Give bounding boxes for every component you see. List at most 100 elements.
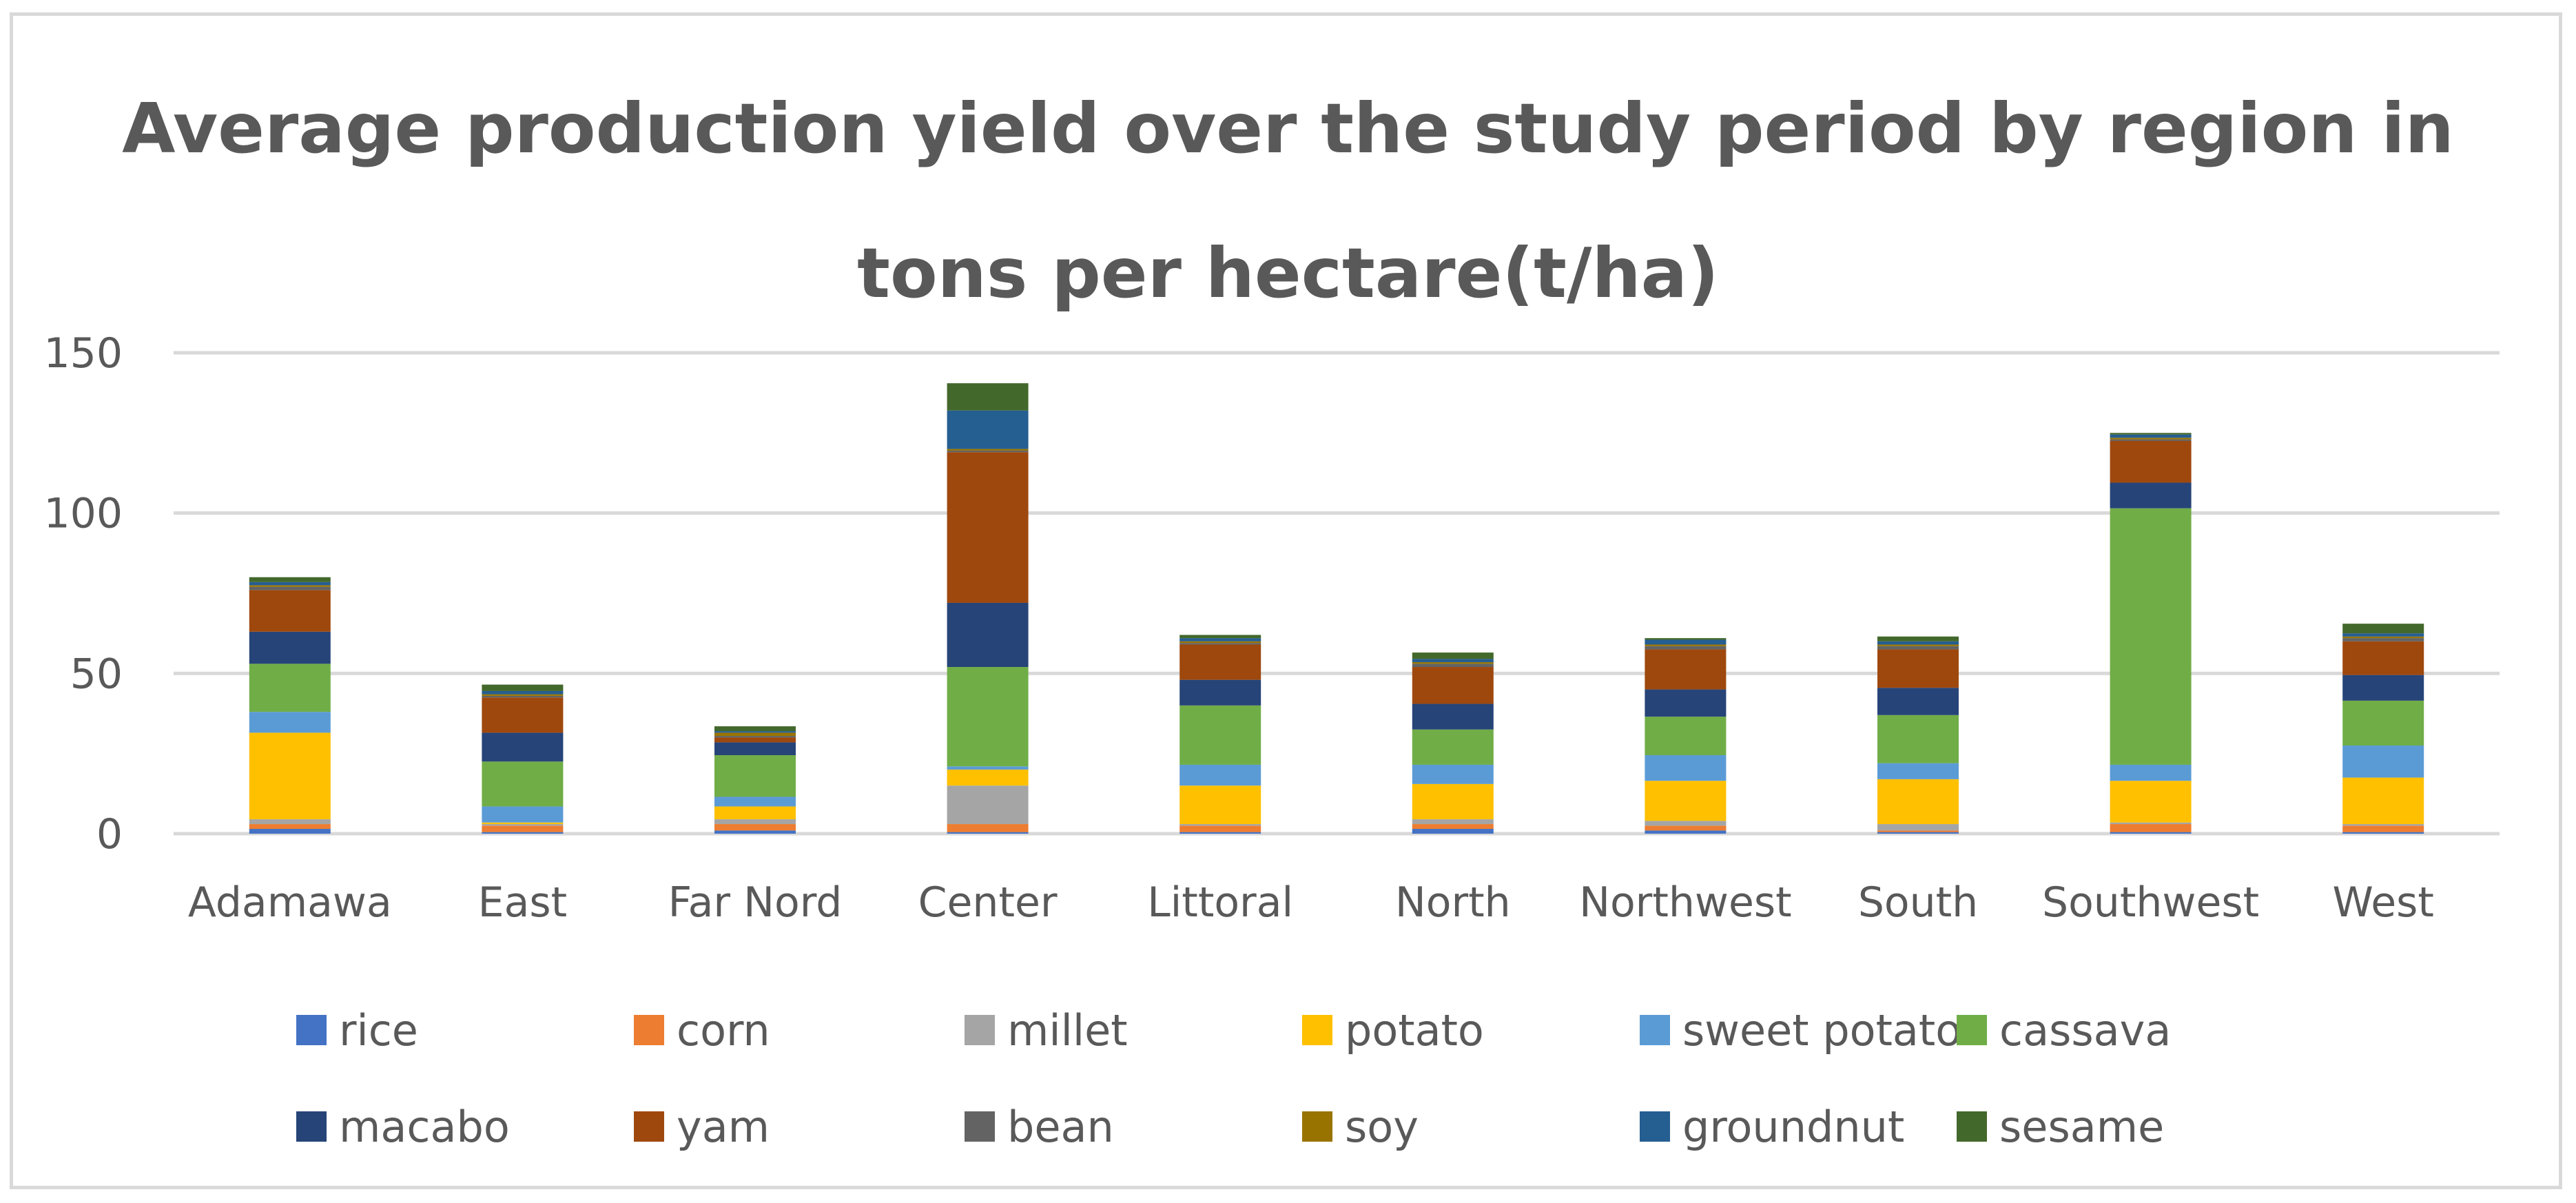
bar-segment-soy-west: [2342, 636, 2424, 639]
legend-item: corn: [634, 1005, 770, 1056]
bar-segment-millet-littoral: [1179, 824, 1261, 826]
bar-segment-yam-northwest: [1645, 649, 1727, 690]
bar-segment-sesame-far-nord: [714, 726, 796, 732]
bar-segment-millet-south: [1877, 824, 1959, 831]
bar-segment-rice-southwest: [2110, 832, 2192, 834]
bar-segment-groundnut-south: [1877, 641, 1959, 645]
bar-segment-sesame-center: [947, 383, 1029, 411]
y-tick-label: 100: [43, 490, 123, 538]
bar-segment-bean-south: [1877, 646, 1959, 650]
bar-segment-potato-southwest: [2110, 781, 2192, 823]
bar-segment-soy-east: [482, 694, 564, 696]
bar-segment-yam-north: [1412, 667, 1494, 704]
bar-segment-groundnut-far-nord: [714, 731, 796, 733]
x-axis-ticks: Adamawa East Far Nord Center Littoral North No…: [188, 878, 2434, 927]
x-tick-label: Center: [918, 878, 1058, 927]
x-tick-label: Adamawa: [188, 878, 392, 927]
bar-segment-yam-west: [2342, 641, 2424, 675]
bar-segment-potato-adamawa: [249, 732, 331, 820]
bar-segment-potato-west: [2342, 777, 2424, 825]
x-tick-label: Far Nord: [668, 878, 843, 927]
chart-title: Average production yield over the study …: [0, 56, 2576, 346]
bar-segment-millet-adamawa: [249, 819, 331, 825]
legend-item: bean: [965, 1101, 1114, 1152]
bar-segment-millet-southwest: [2110, 822, 2192, 825]
bar-segment-bean-far-nord: [714, 736, 796, 738]
legend-label: bean: [1007, 1101, 1114, 1152]
bar-segment-sweet-potato-west: [2342, 746, 2424, 778]
bar-segment-corn-littoral: [1179, 825, 1261, 832]
bar-segment-rice-north: [1412, 829, 1494, 834]
bar-segment-rice-adamawa: [249, 829, 331, 834]
bar-segment-millet-east: [482, 824, 564, 826]
legend-swatch: [634, 1111, 664, 1142]
bar-segment-bean-adamawa: [249, 586, 331, 590]
bar-segment-yam-east: [482, 697, 564, 733]
bar-segment-cassava-west: [2342, 700, 2424, 746]
legend-item: rice: [296, 1005, 418, 1056]
bar-segment-potato-far-nord: [714, 806, 796, 820]
bar-segment-groundnut-center: [947, 410, 1029, 449]
bar-segment-corn-west: [2342, 825, 2424, 832]
x-tick-label: South: [1858, 878, 1978, 927]
bar-segment-groundnut-west: [2342, 633, 2424, 637]
legend-swatch: [1302, 1015, 1332, 1045]
bar-segment-macabo-adamawa: [249, 631, 331, 664]
bar-segment-yam-south: [1877, 649, 1959, 688]
bar-segment-sweet-potato-far-nord: [714, 796, 796, 807]
x-tick-label: Northwest: [1579, 878, 1792, 927]
chart-title-line-2: tons per hectare(t/ha): [857, 233, 1719, 313]
bar-segment-sweet-potato-littoral: [1179, 764, 1261, 786]
legend-swatch: [1640, 1015, 1670, 1045]
bar-segment-rice-south: [1877, 832, 1959, 834]
y-tick-label: 150: [43, 329, 123, 378]
bar-segment-sweet-potato-east: [482, 806, 564, 823]
bar-segment-yam-center: [947, 452, 1029, 603]
legend-swatch: [965, 1111, 995, 1142]
bar-segment-sweet-potato-south: [1877, 763, 1959, 779]
bar-segment-potato-center: [947, 769, 1029, 786]
legend-label: groundnut: [1682, 1101, 1905, 1152]
bar-segment-cassava-adamawa: [249, 664, 331, 712]
legend-swatch: [296, 1015, 327, 1045]
bar-segment-macabo-southwest: [2110, 482, 2192, 508]
bar-segment-potato-north: [1412, 783, 1494, 820]
bar-segment-sesame-east: [482, 684, 564, 691]
bar-segment-soy-littoral: [1179, 641, 1261, 644]
bar-segment-bean-northwest: [1645, 646, 1727, 650]
bar-segment-corn-southwest: [2110, 824, 2192, 832]
bar-segment-rice-east: [482, 832, 564, 834]
bar-segment-bean-west: [2342, 638, 2424, 641]
bar-segment-macabo-center: [947, 602, 1029, 668]
legend-item: groundnut: [1640, 1101, 1905, 1152]
bar-segment-sesame-north: [1412, 652, 1494, 659]
bar-segment-rice-northwest: [1645, 830, 1727, 834]
legend-item: potato: [1302, 1005, 1484, 1056]
bar-segment-corn-adamawa: [249, 824, 331, 830]
bar-segment-millet-north: [1412, 819, 1494, 825]
legend-item: millet: [965, 1005, 1128, 1056]
legend-swatch: [1957, 1111, 1987, 1142]
bar-segment-soy-center: [947, 449, 1029, 451]
bar-segment-yam-southwest: [2110, 440, 2192, 483]
bar-segment-soy-north: [1412, 662, 1494, 664]
bar-segment-cassava-far-nord: [714, 754, 796, 797]
y-tick-label: 0: [96, 810, 123, 858]
legend-swatch: [1302, 1111, 1332, 1142]
bar-segment-millet-center: [947, 785, 1029, 825]
bar-segment-sesame-littoral: [1179, 635, 1261, 639]
legend-label: rice: [339, 1005, 418, 1056]
legend: rice corn millet potato sweet potato cassava m…: [0, 978, 2576, 1158]
legend-label: sesame: [1999, 1101, 2165, 1152]
bar-segment-groundnut-littoral: [1179, 638, 1261, 641]
bar-segment-sweet-potato-northwest: [1645, 754, 1727, 781]
bar-segment-millet-far-nord: [714, 819, 796, 825]
bar-segment-sweet-potato-north: [1412, 764, 1494, 784]
bar-segment-macabo-north: [1412, 703, 1494, 730]
x-tick-label: North: [1395, 878, 1511, 927]
legend-item: sweet potato: [1640, 1005, 1961, 1056]
bar-segment-macabo-south: [1877, 688, 1959, 715]
bar-segment-bean-center: [947, 450, 1029, 453]
bar-segment-corn-far-nord: [714, 824, 796, 831]
legend-label: yam: [677, 1101, 770, 1152]
